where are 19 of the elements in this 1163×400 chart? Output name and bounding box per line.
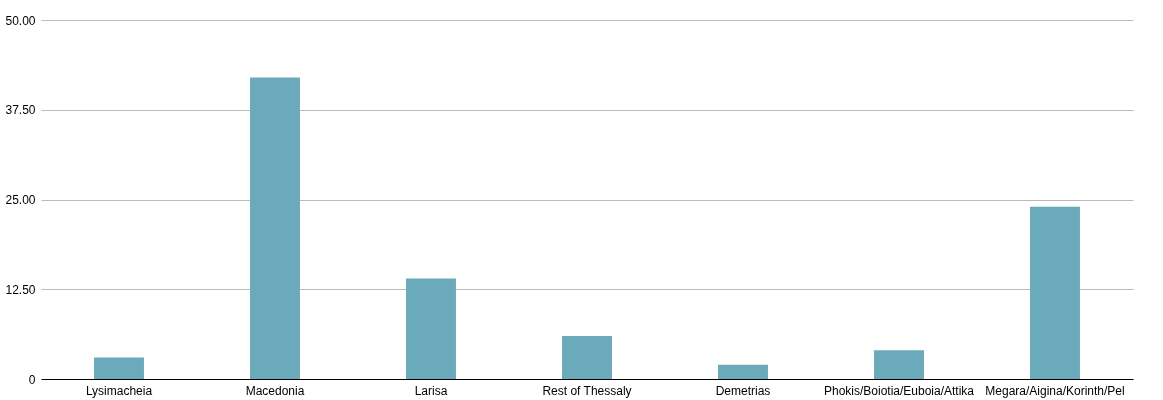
y-tick-label: 37.50 [5,103,36,118]
bar [874,350,924,379]
x-tick-label: Megara/Aigina/Korinth/Pel [985,383,1125,398]
y-tick-label: 50.00 [5,13,36,28]
bar [250,77,300,379]
bar [94,357,144,379]
x-tick-label: Rest of Thessaly [542,383,632,398]
x-tick-label: Lysimacheia [85,383,153,398]
bar [406,278,456,379]
y-tick-label: 0 [28,372,36,387]
x-tick-label: Demetrias [715,383,771,398]
y-tick-label: 25.00 [5,193,36,207]
x-tick-label: Phokis/Boiotia/Euboia/Attika [823,383,975,398]
y-tick-label: 12.50 [5,282,36,297]
bar [562,335,612,379]
x-tick-label: Macedonia [245,383,305,398]
bar [718,364,768,379]
x-tick-label: Larisa [414,383,448,398]
bar [1030,206,1080,379]
